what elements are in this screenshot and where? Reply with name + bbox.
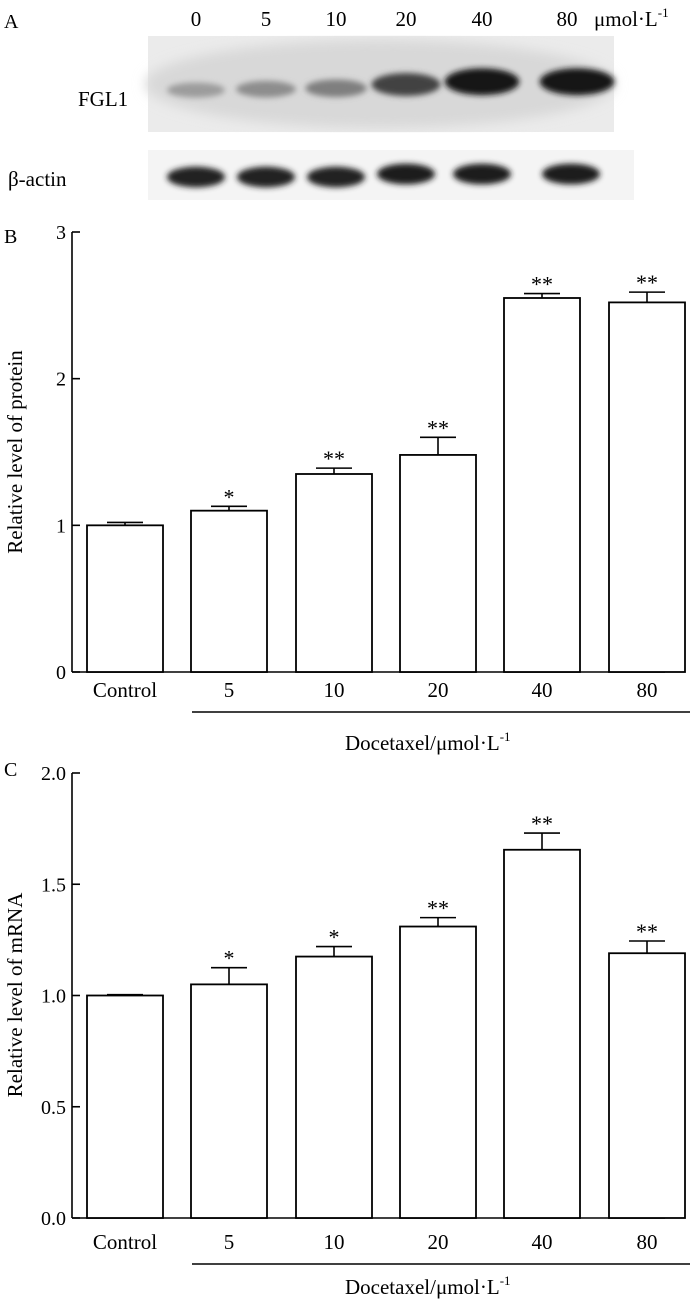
row-label-beta-actin: β-actin: [8, 167, 67, 191]
protein-bar-chart: B 0 1 2 3 Relative level of protein Control * 5…: [3, 222, 690, 755]
beta-actin-band-40: [453, 163, 511, 185]
mrna-x-tick-label: 5: [224, 1230, 235, 1254]
protein-significance-80: **: [636, 270, 658, 295]
protein-y-tick-label: 2: [56, 369, 66, 391]
mrna-bar-40: [503, 848, 581, 1219]
protein-x-axis-label: Docetaxel/μmol·L-1: [345, 729, 511, 755]
protein-x-axis-label-text: Docetaxel/μmol·L: [345, 731, 500, 755]
beta-actin-band-80: [542, 163, 600, 185]
fgl1-band-5: [236, 80, 296, 98]
mrna-bar-20: [399, 925, 477, 1219]
mrna-y-tick-label: 1.0: [41, 986, 66, 1008]
mrna-x-tick-label: 80: [637, 1230, 658, 1254]
protein-bar-10: [295, 473, 373, 673]
protein-significance-20: **: [427, 415, 449, 440]
mrna-bar-5: [190, 983, 268, 1219]
protein-significance-10: **: [323, 446, 345, 471]
fgl1-band-20: [371, 73, 441, 96]
protein-bar-Control: [86, 524, 164, 673]
protein-significance-5: *: [224, 484, 235, 509]
lane-label-10: 10: [326, 7, 347, 31]
concentration-unit: μmol·L-1: [594, 5, 669, 31]
beta-actin-band-5: [237, 166, 295, 188]
protein-bar-20: [399, 454, 477, 673]
protein-x-tick-label: 20: [428, 678, 449, 702]
lane-labels: 0 5 10 20 40 80: [191, 7, 578, 31]
mrna-x-axis-label-exponent: -1: [500, 1273, 511, 1288]
protein-y-tick-label: 0: [56, 662, 66, 684]
protein-y-axis-label: Relative level of protein: [3, 350, 27, 554]
panel-label-b: B: [4, 226, 17, 248]
protein-bar-5: [190, 509, 268, 673]
mrna-significance-40: **: [531, 811, 553, 836]
protein-y-tick-label: 3: [56, 222, 66, 244]
row-label-fgl1: FGL1: [78, 87, 128, 111]
lane-label-20: 20: [396, 7, 417, 31]
fgl1-band-10: [305, 79, 367, 98]
protein-x-tick-label: 40: [532, 678, 553, 702]
lane-label-80: 80: [557, 7, 578, 31]
panel-label-a: A: [4, 11, 19, 33]
beta-actin-band-10: [307, 166, 365, 188]
fgl1-band-40: [444, 68, 520, 96]
protein-y-tick-label: 1: [56, 515, 66, 537]
mrna-bar-10: [295, 955, 373, 1219]
lane-label-5: 5: [261, 7, 272, 31]
beta-actin-band-0: [167, 166, 225, 188]
protein-x-tick-label: 5: [224, 678, 235, 702]
mrna-x-tick-label: 40: [532, 1230, 553, 1254]
beta-actin-band-20: [377, 163, 435, 185]
mrna-x-tick-label: 10: [324, 1230, 345, 1254]
mrna-x-tick-label: Control: [93, 1230, 157, 1254]
mrna-x-axis-label-text: Docetaxel/μmol·L: [345, 1275, 500, 1299]
protein-x-tick-label: 80: [637, 678, 658, 702]
fgl1-band-row: [167, 68, 615, 98]
fgl1-band-80: [539, 68, 615, 96]
protein-x-tick-label: 10: [324, 678, 345, 702]
protein-significance-40: **: [531, 272, 553, 297]
protein-x-tick-label: Control: [93, 678, 157, 702]
mrna-bar-chart: C 0.0 0.5 1.0 1.5 2.0 Relative level of mRNA C…: [3, 759, 690, 1299]
mrna-significance-80: **: [636, 919, 658, 944]
mrna-bar-Control: [86, 994, 164, 1219]
lane-label-40: 40: [472, 7, 493, 31]
mrna-y-axis-label: Relative level of mRNA: [3, 892, 27, 1098]
mrna-y-tick-label: 0.5: [41, 1097, 66, 1119]
panel-label-c: C: [4, 759, 17, 781]
mrna-y-tick-label: 2.0: [41, 763, 66, 785]
western-blot-panel: A 0 5 10 20 40 80 μmol·L-1 FGL1 β-actin: [4, 5, 669, 200]
mrna-y-tick-label: 0.0: [41, 1208, 66, 1230]
mrna-x-axis-label: Docetaxel/μmol·L-1: [345, 1273, 511, 1299]
mrna-significance-5: *: [224, 946, 235, 971]
beta-actin-band-row: [167, 163, 600, 188]
protein-x-axis-label-exponent: -1: [500, 729, 511, 744]
mrna-significance-20: **: [427, 896, 449, 921]
lane-label-0: 0: [191, 7, 202, 31]
mrna-significance-10: *: [329, 925, 340, 950]
mrna-x-tick-label: 20: [428, 1230, 449, 1254]
protein-bar-40: [503, 297, 581, 673]
protein-bar-80: [608, 301, 686, 673]
mrna-y-tick-label: 1.5: [41, 874, 66, 896]
mrna-bar-80: [608, 952, 686, 1219]
fgl1-band-0: [167, 82, 225, 98]
